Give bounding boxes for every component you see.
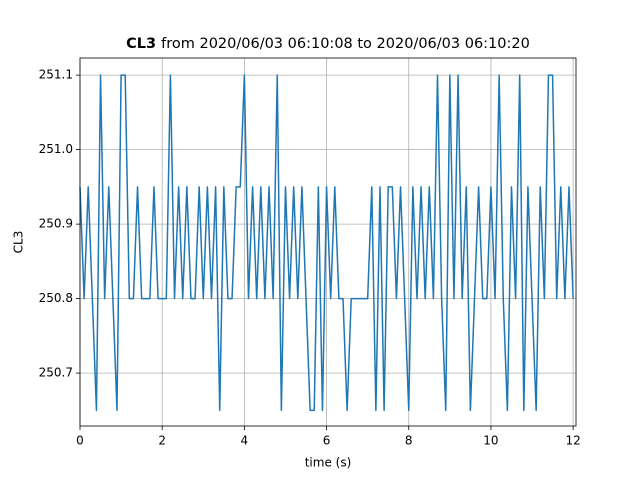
- x-tick-label: 10: [483, 434, 498, 448]
- x-tick-label: 8: [405, 434, 413, 448]
- y-tick-label: 251.0: [39, 142, 73, 156]
- title-bold: CL3: [126, 36, 156, 52]
- x-tick-label: 6: [323, 434, 331, 448]
- y-tick-label: 250.8: [39, 291, 73, 305]
- y-tick-label: 250.7: [39, 366, 73, 380]
- y-tick-label: 251.1: [39, 68, 73, 82]
- x-tick-label: 4: [241, 434, 249, 448]
- x-tick-label: 12: [565, 434, 580, 448]
- chart-title: CL3 from 2020/06/03 06:10:08 to 2020/06/0…: [126, 36, 530, 52]
- x-axis-label: time (s): [305, 456, 352, 470]
- y-tick-label: 250.9: [39, 217, 73, 231]
- x-tick-label: 2: [158, 434, 166, 448]
- title-rest: from 2020/06/03 06:10:08 to 2020/06/03 0…: [161, 36, 530, 52]
- plot-frame: [79, 57, 577, 427]
- y-axis-label: CL3: [12, 231, 26, 254]
- x-tick-label: 0: [76, 434, 84, 448]
- data-line: [79, 74, 574, 412]
